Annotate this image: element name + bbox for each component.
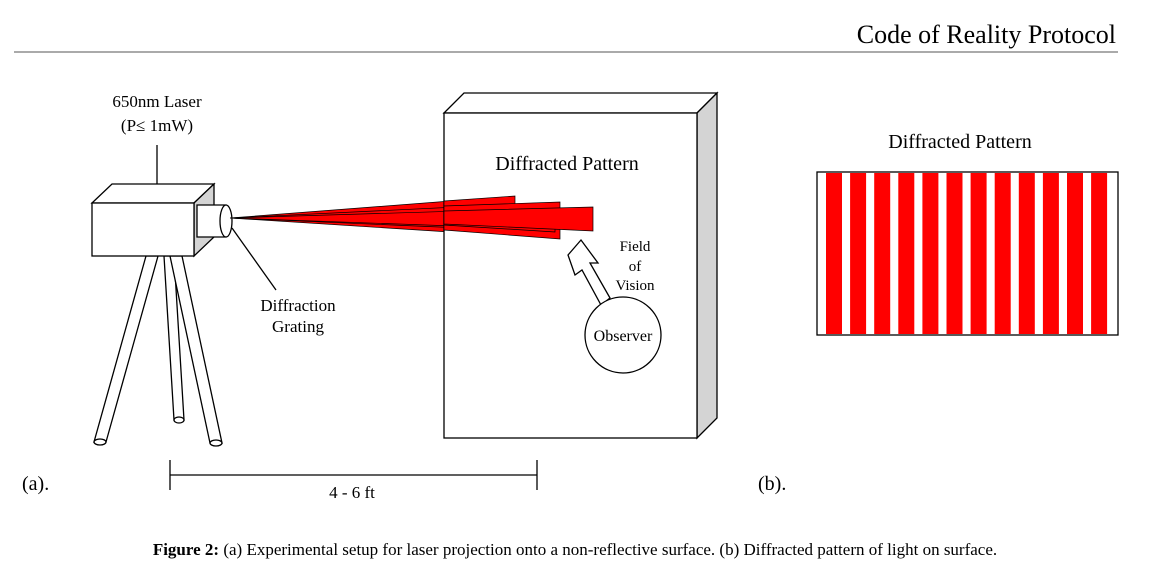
beam-on-wall-center — [443, 206, 594, 232]
laser-label-line2: (P≤ 1mW) — [121, 116, 193, 135]
fringe-stripe — [874, 173, 891, 334]
laser-beams-on-wall — [443, 195, 594, 240]
tripod-leg-left — [93, 255, 159, 443]
tripod-foot-right — [209, 439, 223, 447]
wall-side — [696, 91, 718, 440]
fringe-stripe — [898, 173, 915, 334]
tripod-foot-left — [93, 438, 107, 446]
distance-label: 4 - 6 ft — [329, 483, 375, 502]
fov-label-line3: Vision — [615, 278, 655, 294]
wall — [442, 91, 719, 440]
fringe-stripe — [826, 173, 842, 334]
fringe-stripe — [994, 173, 1011, 334]
laser-device — [90, 182, 233, 258]
fov-arrow — [567, 238, 611, 306]
laser-lens-face — [219, 204, 233, 238]
wall-title: Diffracted Pattern — [495, 153, 638, 175]
fringe-stripe — [1042, 173, 1059, 334]
fringe-stripe — [946, 173, 963, 334]
grating-leader — [231, 227, 277, 291]
fov-label-line1: Field — [620, 239, 651, 255]
fringe-stripe — [1067, 173, 1083, 334]
grating-label-line1: Diffraction — [260, 296, 336, 315]
caption-text: (a) Experimental setup for laser project… — [223, 540, 998, 559]
panel-b-label: (b). — [758, 473, 786, 495]
fov-label-line2: of — [629, 259, 642, 275]
caption-prefix: Figure 2: — [152, 540, 220, 559]
tripod-foot-middle — [173, 416, 185, 424]
header-title: Code of Reality Protocol — [857, 20, 1116, 49]
figure-caption: Figure 2: (a) Experimental setup for las… — [0, 540, 1150, 560]
fringe-stripe — [1091, 173, 1108, 334]
observer-circle — [584, 296, 662, 374]
observer-label: Observer — [594, 328, 653, 345]
tripod — [93, 255, 223, 447]
laser-box-front — [91, 202, 195, 257]
fringe-stripe — [922, 173, 939, 334]
wall-front — [443, 112, 698, 439]
wall-top — [442, 92, 719, 114]
pattern-title: Diffracted Pattern — [888, 131, 1031, 153]
fringe-stripe — [970, 173, 987, 334]
fringe-stripe — [1018, 173, 1035, 334]
laser-label-line1: 650nm Laser — [112, 92, 202, 111]
laser-box-top — [90, 183, 216, 204]
grating-label-line2: Grating — [272, 317, 324, 336]
fringe-stripe — [850, 173, 867, 334]
fringe-group — [826, 173, 1108, 334]
panel-a-label: (a). — [22, 473, 49, 495]
